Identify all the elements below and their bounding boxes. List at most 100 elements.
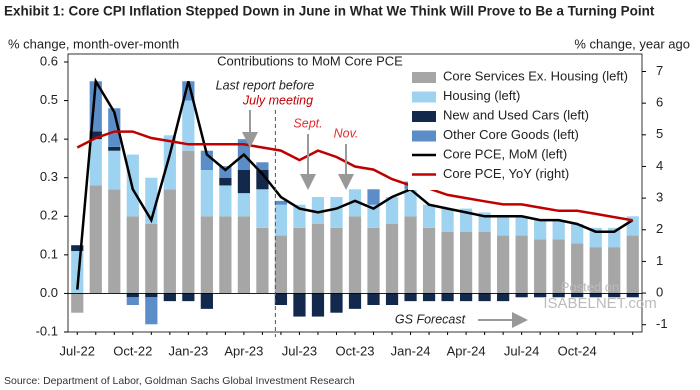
- bar: [311, 224, 325, 294]
- bar: [71, 293, 84, 313]
- annotation: GS Forecast: [395, 312, 466, 326]
- legend-swatch: [412, 91, 436, 103]
- y2-tick-label: 1: [656, 253, 663, 268]
- x-tick-label: Oct-24: [558, 343, 597, 358]
- y2-tick-label: -1: [656, 316, 668, 331]
- y2-tick-label: 2: [656, 221, 663, 236]
- bar: [256, 162, 269, 170]
- bar: [589, 247, 602, 294]
- legend-label: Core PCE, MoM (left): [443, 146, 567, 161]
- bar: [385, 293, 399, 305]
- bar: [89, 139, 102, 186]
- bar: [441, 208, 454, 232]
- bar: [71, 245, 84, 251]
- bar: [534, 239, 547, 294]
- bar: [256, 227, 269, 294]
- bar: [459, 208, 473, 232]
- legend-box: [408, 66, 640, 190]
- y2-tick-label: 5: [656, 126, 663, 141]
- bar: [311, 197, 325, 224]
- bar: [385, 224, 399, 294]
- annotation: Sept.: [293, 116, 322, 130]
- bar: [367, 293, 380, 305]
- bar: [441, 231, 454, 294]
- bar: [219, 166, 232, 178]
- annotation: Last report before: [216, 78, 315, 92]
- bar: [478, 293, 491, 302]
- x-tick-label: Jan-23: [168, 343, 208, 358]
- y2-tick-label: 4: [656, 158, 663, 173]
- y-tick-label: 0.0: [40, 285, 58, 300]
- bar: [571, 293, 584, 298]
- bar: [293, 293, 306, 317]
- bar: [348, 216, 362, 294]
- bar: [237, 170, 251, 194]
- legend-swatch: [412, 72, 436, 83]
- y-tick-label: 0.3: [40, 169, 58, 184]
- legend-label: Core PCE, YoY (right): [443, 166, 569, 181]
- watermark: Posted on: [561, 279, 620, 294]
- bar: [497, 293, 510, 302]
- bar: [108, 150, 121, 190]
- legend-label: Other Core Goods (left): [443, 127, 579, 142]
- y2-tick-label: 7: [656, 63, 663, 78]
- annotation: July meeting: [242, 93, 313, 107]
- y-tick-label: 0.5: [40, 92, 58, 107]
- bar: [219, 216, 232, 294]
- bar: [571, 224, 584, 244]
- y-axis-label: % change, month-over-month: [8, 36, 179, 51]
- source: Source: Department of Labor, Goldman Sac…: [4, 375, 355, 387]
- bar: [200, 293, 213, 309]
- bar: [626, 235, 639, 294]
- bar: [293, 204, 306, 228]
- y-tick-label: 0.4: [40, 131, 58, 146]
- bar: [126, 293, 139, 298]
- bar: [163, 293, 176, 302]
- bar: [293, 227, 306, 294]
- bar: [422, 293, 436, 302]
- bar: [256, 170, 269, 190]
- legend-swatch: [412, 130, 436, 142]
- bar: [219, 177, 232, 186]
- x-tick-label: Jul-22: [60, 343, 95, 358]
- bar: [515, 216, 528, 236]
- legend-swatch: [412, 111, 436, 122]
- bar: [182, 150, 195, 294]
- watermark: ISABELNET.com: [543, 295, 656, 312]
- y2-axis-label: % change, year ago: [574, 36, 690, 51]
- bar: [348, 189, 362, 217]
- bar: [89, 131, 102, 140]
- bar: [330, 293, 343, 313]
- y-tick-label: 0.1: [40, 246, 58, 261]
- x-tick-label: Oct-23: [335, 343, 374, 358]
- bar: [534, 293, 547, 298]
- bar: [274, 235, 288, 294]
- legend-label: New and Used Cars (left): [443, 107, 589, 122]
- bar: [163, 135, 176, 190]
- bar: [182, 293, 195, 302]
- y-tick-label: 0.6: [40, 53, 58, 68]
- bar: [274, 204, 288, 236]
- bar: [182, 100, 195, 151]
- x-tick-label: Jan-24: [391, 343, 431, 358]
- y-tick-label: 0.2: [40, 208, 58, 223]
- bar: [219, 185, 232, 217]
- bar: [459, 293, 473, 302]
- bar: [89, 185, 102, 294]
- bar: [108, 108, 121, 147]
- bar: [608, 293, 621, 298]
- bar: [348, 293, 362, 309]
- bar: [478, 231, 491, 294]
- bar: [108, 146, 121, 151]
- chart-subtitle: Contributions to MoM Core PCE: [217, 53, 403, 68]
- bar: [552, 293, 565, 298]
- bar: [589, 293, 602, 298]
- annotation: Nov.: [334, 126, 359, 140]
- chart-title: Exhibit 1: Core CPI Inflation Stepped Do…: [4, 4, 655, 19]
- bar: [441, 293, 454, 302]
- x-tick-label: Jul-23: [282, 343, 317, 358]
- legend-label: Housing (left): [443, 88, 520, 103]
- bar: [404, 189, 417, 217]
- x-tick-label: Apr-23: [224, 343, 263, 358]
